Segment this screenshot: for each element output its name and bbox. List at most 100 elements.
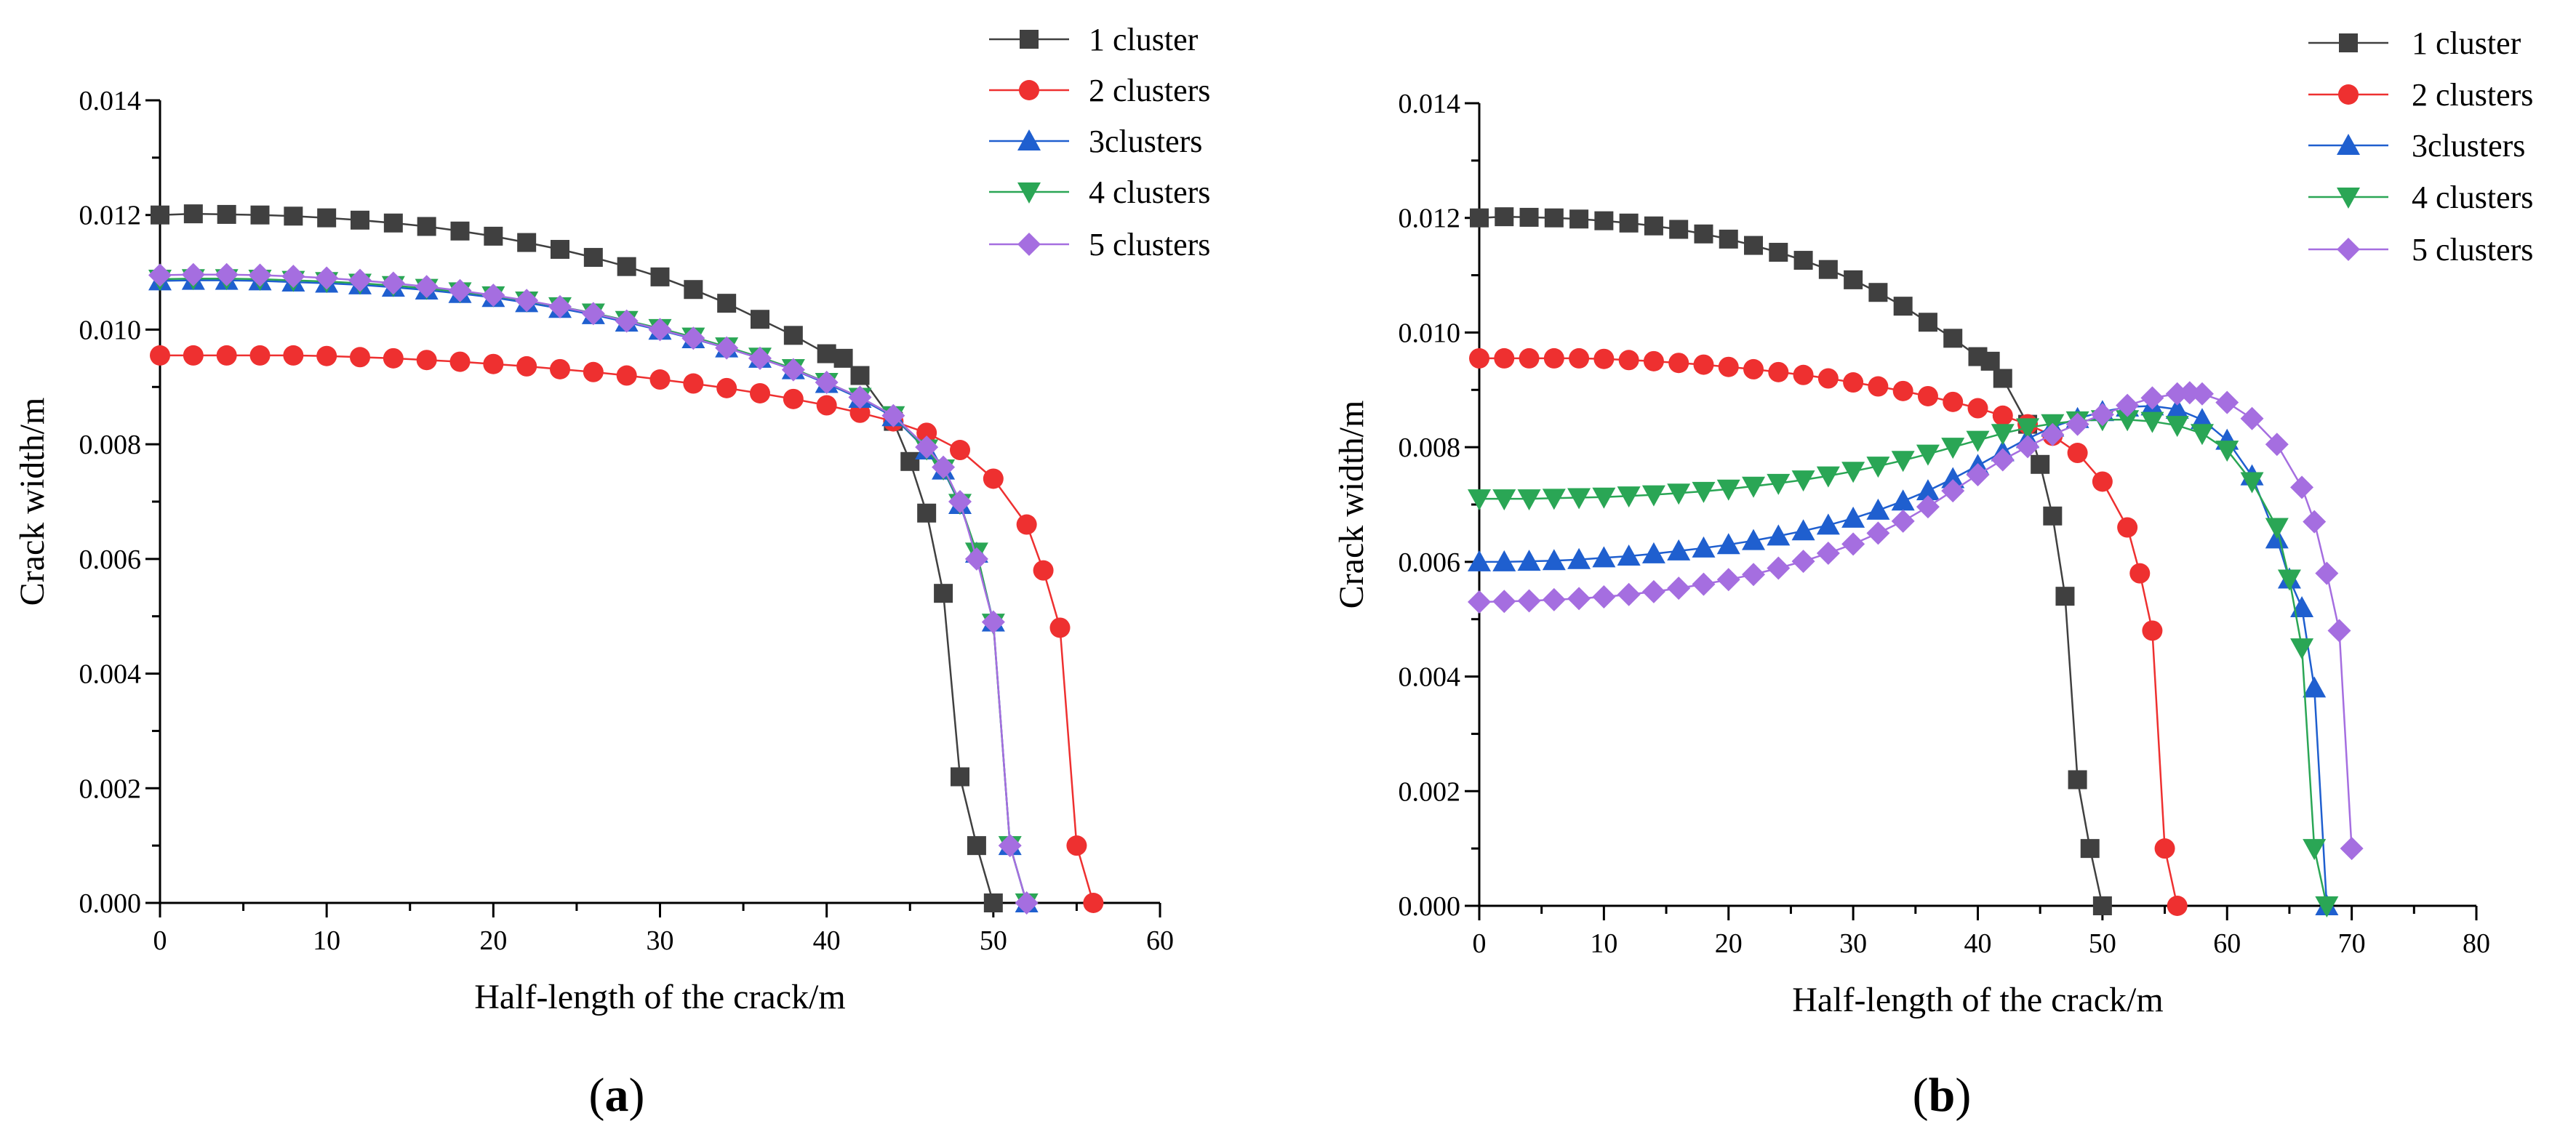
data-point xyxy=(1619,213,1639,233)
data-point xyxy=(1943,391,1964,412)
legend-entry-2-clusters: 2 clusters xyxy=(2308,77,2533,113)
data-point xyxy=(1542,489,1566,510)
data-point xyxy=(981,610,1005,634)
data-point xyxy=(483,353,504,374)
panel-label: (a) xyxy=(589,1069,645,1122)
data-point xyxy=(2265,518,2289,539)
data-point xyxy=(2265,433,2289,457)
data-point xyxy=(715,336,739,360)
data-point xyxy=(1594,211,1614,230)
legend-marker xyxy=(1019,80,1039,100)
data-point xyxy=(1692,572,1716,596)
series-line xyxy=(160,354,1095,904)
legend-label: 3clusters xyxy=(1089,124,1202,159)
data-point xyxy=(1470,208,1489,228)
data-point xyxy=(315,266,339,290)
data-point xyxy=(833,348,853,368)
data-point xyxy=(983,468,1004,489)
data-point xyxy=(1980,351,2000,371)
data-point xyxy=(1593,348,1615,369)
data-point xyxy=(217,204,236,224)
data-point xyxy=(1793,251,1813,270)
legend-label: 4 clusters xyxy=(1089,174,1210,210)
y-tick-label: 0.006 xyxy=(79,545,142,575)
data-point xyxy=(415,275,439,299)
data-point xyxy=(2277,569,2301,591)
data-point xyxy=(1592,487,1616,509)
data-point xyxy=(1492,550,1516,571)
data-point xyxy=(1841,532,1865,556)
data-point xyxy=(2215,390,2239,414)
panel-a: 0 10 20 30 40 50 60 0.000 0.002 0.004 0.006 0.008 0.… xyxy=(13,22,1210,1122)
data-point xyxy=(2080,839,2100,859)
x-tick-label: 30 xyxy=(1839,928,1867,959)
data-point xyxy=(581,302,605,326)
data-point xyxy=(998,834,1022,858)
data-point xyxy=(1469,347,1489,369)
legend-entry-4-clusters: 4 clusters xyxy=(2308,180,2533,215)
data-point xyxy=(1543,347,1564,369)
legend-entry-3clusters: 3clusters xyxy=(989,124,1202,159)
data-point xyxy=(1468,590,1491,614)
data-point xyxy=(1916,444,1940,466)
x-tick-label: 0 xyxy=(1473,928,1487,959)
data-point xyxy=(2116,393,2140,417)
data-point xyxy=(2190,424,2214,446)
data-point xyxy=(1893,297,1913,316)
data-point xyxy=(1494,347,1515,369)
data-point xyxy=(481,284,505,308)
data-point xyxy=(1519,347,1540,369)
data-point xyxy=(1841,506,1865,528)
data-point xyxy=(2043,506,2063,526)
data-point xyxy=(650,267,670,286)
y-tick-label: 0.008 xyxy=(1399,433,1461,463)
y-tick-label: 0.014 xyxy=(1399,89,1461,119)
data-point xyxy=(1716,533,1740,555)
data-point xyxy=(1016,514,1037,535)
data-point xyxy=(2154,838,2175,859)
data-point xyxy=(716,377,737,398)
y-axis-label: Crack width/m xyxy=(13,398,52,606)
data-point xyxy=(516,355,537,377)
data-point xyxy=(1669,220,1689,239)
data-point xyxy=(2117,517,2138,538)
data-point xyxy=(1866,498,1890,520)
data-point xyxy=(1742,529,1766,550)
data-point xyxy=(1517,489,1541,511)
x-tick-label: 60 xyxy=(1146,925,1174,956)
data-point xyxy=(1692,536,1716,558)
y-tick-label: 0.010 xyxy=(79,315,142,345)
data-point xyxy=(2016,418,2040,440)
panel-label: (b) xyxy=(1913,1069,1972,1122)
series-5-clusters xyxy=(1468,381,2364,861)
data-point xyxy=(1569,209,1589,229)
series-2-clusters xyxy=(1469,347,2188,916)
data-point xyxy=(1866,457,1890,478)
legend-marker xyxy=(2338,84,2359,105)
data-point xyxy=(2068,770,2087,790)
data-point xyxy=(1742,563,1766,587)
data-point xyxy=(416,350,437,371)
data-point xyxy=(1618,350,1639,371)
data-point xyxy=(250,205,270,225)
x-tick-label: 50 xyxy=(2089,928,2116,959)
data-point xyxy=(183,345,204,366)
data-point xyxy=(317,208,337,228)
data-point xyxy=(2140,411,2164,433)
data-point xyxy=(2190,382,2214,406)
data-point xyxy=(748,346,772,370)
data-point xyxy=(1066,835,1087,856)
data-point xyxy=(934,584,953,603)
legend-label: 2 clusters xyxy=(2412,77,2533,113)
x-tick-label: 80 xyxy=(2463,928,2490,959)
y-tick-label: 0.012 xyxy=(1399,204,1461,234)
data-point xyxy=(950,440,970,461)
data-point xyxy=(2240,472,2264,494)
data-point xyxy=(2031,454,2050,474)
data-point xyxy=(1641,579,1665,603)
x-tick-label: 70 xyxy=(2338,928,2366,959)
data-point xyxy=(1941,479,1965,503)
data-point xyxy=(448,278,472,302)
data-point xyxy=(1966,462,1990,486)
